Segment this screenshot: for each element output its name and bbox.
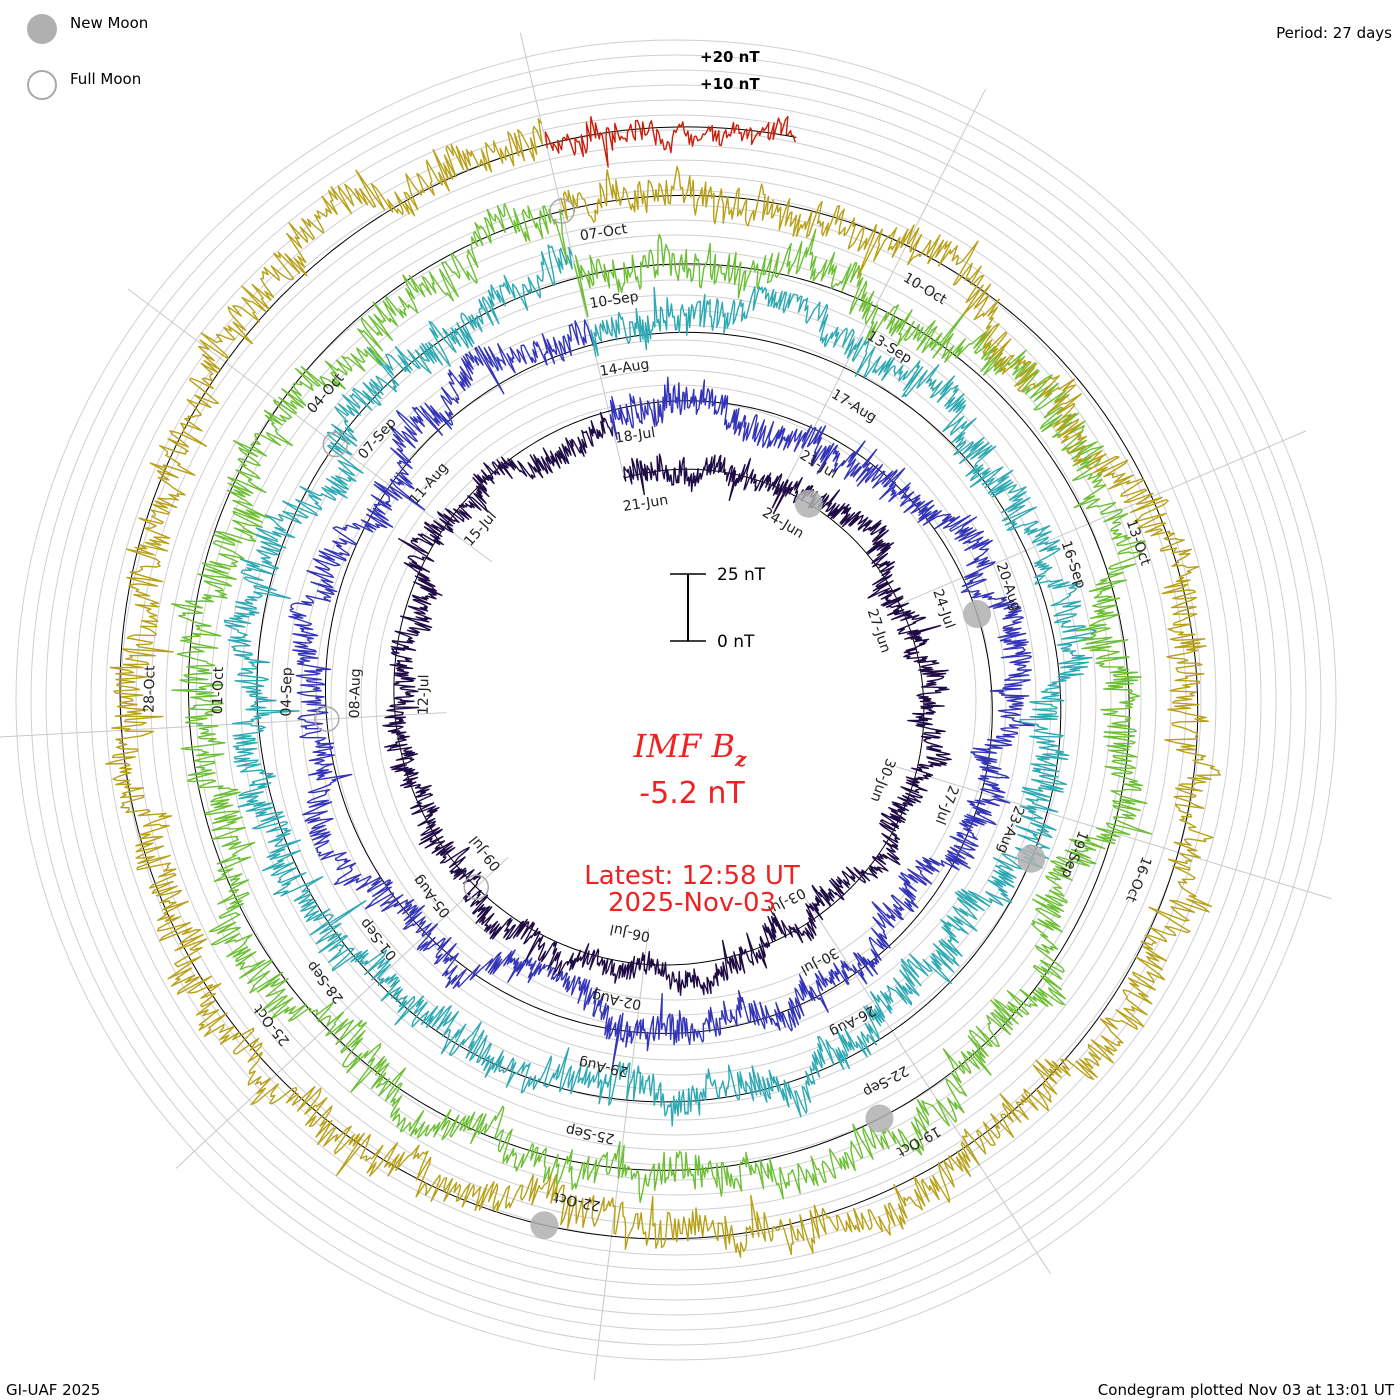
latest-date: 2025-Nov-03 [608, 888, 776, 918]
date-label-22-Sep: 22-Sep [860, 1062, 911, 1100]
series-cycle-6 [544, 115, 796, 168]
grid-circle [285, 309, 1067, 1091]
grid-spoke [127, 288, 493, 563]
grid-circle [240, 264, 1112, 1136]
grid-circle [90, 114, 1262, 1286]
full-moon-marker-10-Jul [463, 874, 490, 900]
grid-spoke [779, 88, 987, 496]
series-cycle-1 [382, 411, 952, 996]
grid-circle [15, 39, 1337, 1361]
series-cycle-4 [171, 203, 1153, 1203]
chart-title-sub: z [734, 747, 747, 771]
chart-title-main: IMF B [633, 727, 735, 765]
ring-tick-label-10: +10 nT [700, 75, 760, 93]
center-readout: IMF Bz -5.2 nT Latest: 12:58 UT 2025-Nov… [584, 727, 800, 918]
date-label-17-Aug: 17-Aug [828, 386, 879, 426]
scale-bar: 25 nT 0 nT [670, 565, 766, 652]
scale-bar-top-label: 25 nT [717, 565, 766, 585]
date-label-01-Oct: 01-Oct [210, 666, 227, 714]
plotted-timestamp: Condegram plotted Nov 03 at 13:01 UT [1097, 1381, 1394, 1399]
date-label-02-Aug: 02-Aug [591, 987, 643, 1012]
grid-spoke [801, 892, 1051, 1274]
grid-circle [135, 159, 1217, 1241]
date-label-28-Oct: 28-Oct [142, 665, 159, 713]
ring-tick-label-20: +20 nT [700, 48, 760, 66]
credit-label: GI-UAF 2025 [6, 1381, 101, 1399]
date-label-21-Jun: 21-Jun [622, 492, 669, 515]
chart-title: IMF Bz [633, 727, 747, 771]
grid-circle [330, 354, 1022, 1046]
date-label-16-Oct: 16-Oct [1122, 854, 1154, 905]
period-label: Period: 27 days [1276, 24, 1392, 42]
full-moon-legend-icon [27, 70, 57, 100]
date-label-10-Oct: 10-Oct [900, 270, 949, 309]
date-label-09-Jul: 09-Jul [467, 832, 505, 874]
grid-circle [60, 84, 1292, 1316]
date-label-08-Aug: 08-Aug [347, 668, 364, 718]
date-label-30-Jun: 30-Jun [867, 756, 898, 804]
grid-circle [195, 219, 1157, 1181]
grid-circle [75, 99, 1277, 1301]
grid-circle [225, 249, 1127, 1151]
latest-time: Latest: 12:58 UT [584, 861, 800, 891]
current-value: -5.2 nT [639, 776, 745, 811]
new-moon-legend-icon [27, 14, 57, 44]
grid-spoke [0, 712, 447, 738]
new-moon-marker-25-Jun [794, 489, 823, 518]
new-moon-legend-label: New Moon [70, 14, 149, 32]
date-label-14-Aug: 14-Aug [599, 356, 651, 379]
new-moon-marker-21-Oct [530, 1211, 559, 1240]
scale-bar-bottom-label: 0 nT [717, 632, 755, 652]
date-label-07-Oct: 07-Oct [579, 221, 629, 244]
new-moon-marker-21-Sep [865, 1104, 894, 1133]
polar-grid [0, 32, 1337, 1381]
date-label-22-Oct: 22-Oct [552, 1189, 602, 1214]
grid-spoke [593, 928, 649, 1381]
moon-markers [313, 198, 1046, 1240]
grid-circle [315, 339, 1037, 1061]
series-cycle-2 [288, 319, 1035, 1070]
grid-circle [180, 204, 1172, 1196]
date-label-16-Sep: 16-Sep [1058, 539, 1089, 591]
date-label-11-Aug: 11-Aug [407, 460, 452, 508]
date-label-25-Sep: 25-Sep [564, 1121, 616, 1146]
date-label-10-Sep: 10-Sep [589, 289, 640, 312]
date-label-19-Sep: 19-Sep [1058, 828, 1091, 880]
grid-circle [300, 324, 1052, 1076]
date-label-06-Jul: 06-Jul [609, 921, 652, 945]
date-label-04-Sep: 04-Sep [278, 667, 295, 717]
full-moon-marker-07-Oct [549, 198, 575, 224]
grid-circle [120, 144, 1232, 1256]
full-moon-marker-09-Aug [313, 706, 340, 732]
series-cycle-5 [105, 118, 1222, 1258]
grid-circle [30, 54, 1322, 1346]
grid-circle [255, 279, 1097, 1121]
series-cycle-3 [223, 244, 1097, 1127]
grid-spoke [887, 430, 1307, 611]
new-moon-marker-24-Jul [963, 600, 992, 629]
grid-circle [345, 369, 1007, 1031]
date-label-12-Jul: 12-Jul [416, 674, 433, 715]
grid-circle [45, 69, 1307, 1331]
grid-circle [270, 294, 1082, 1106]
grid-spoke [895, 766, 1332, 900]
date-label-23-Aug: 23-Aug [994, 803, 1027, 855]
date-label-18-Jul: 18-Jul [614, 425, 657, 447]
new-moon-marker-23-Aug [1017, 844, 1046, 873]
full-moon-legend-label: Full Moon [70, 70, 142, 88]
bz-series [105, 115, 1222, 1258]
full-moon-marker-07-Sep [322, 431, 349, 458]
grid-circle [360, 384, 992, 1016]
date-label-24-Jul: 24-Jul [929, 587, 957, 631]
grid-circle [105, 129, 1247, 1271]
